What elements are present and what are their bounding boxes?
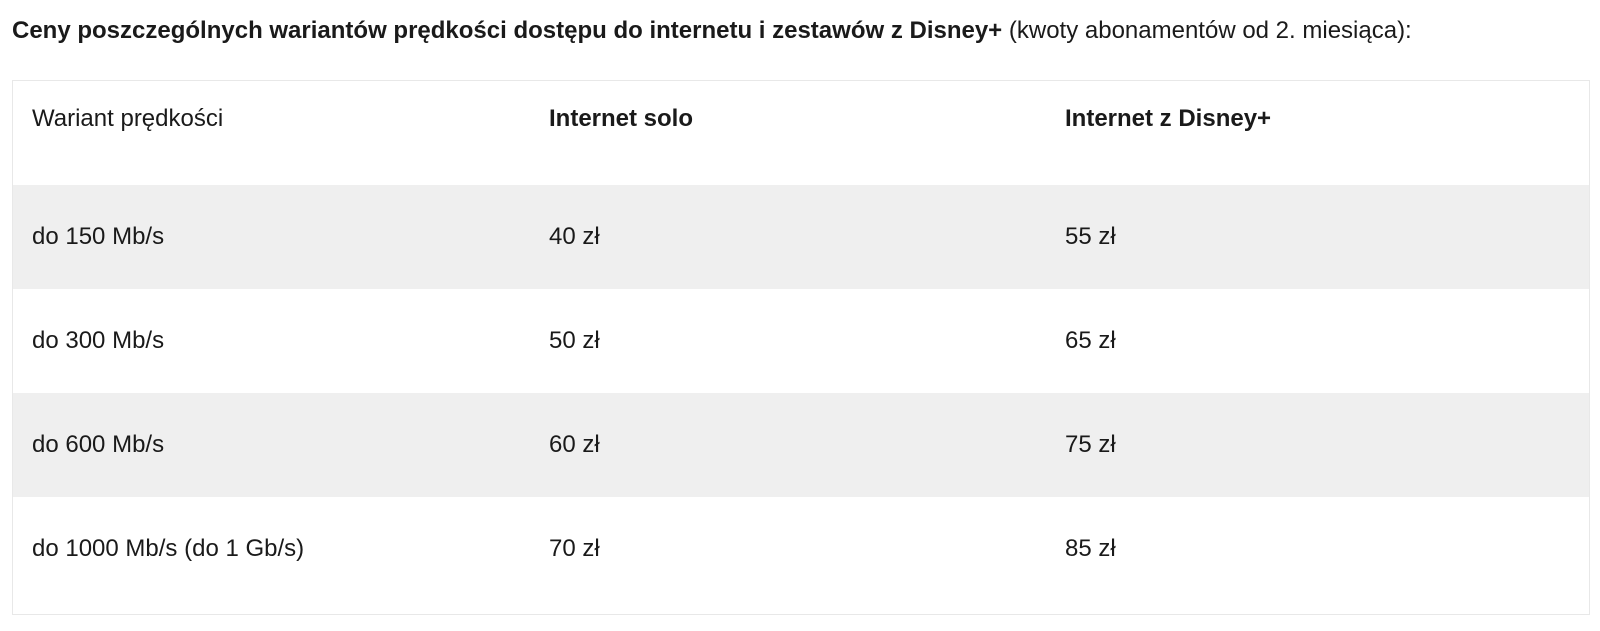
header-cell-internet-disney: Internet z Disney+	[1065, 105, 1272, 132]
cell-speed: do 150 Mb/s	[32, 223, 165, 250]
cell-speed: do 1000 Mb/s (do 1 Gb/s)	[32, 535, 305, 562]
table-row: do 150 Mb/s 40 zł 55 zł	[13, 185, 1589, 289]
cell-price-solo: 40 zł	[549, 223, 600, 250]
cell-price-solo: 70 zł	[549, 535, 600, 562]
header-cell-internet-solo: Internet solo	[549, 105, 694, 132]
cell-price-disney: 65 zł	[1065, 327, 1116, 354]
cell-price-disney: 85 zł	[1065, 535, 1116, 562]
table-row: do 600 Mb/s 60 zł 75 zł	[13, 393, 1589, 497]
table-row: do 300 Mb/s 50 zł 65 zł	[13, 289, 1589, 393]
cell-price-solo: 60 zł	[549, 431, 600, 458]
header-cell-speed: Wariant prędkości	[32, 105, 224, 132]
price-table: Wariant prędkości Internet solo Internet…	[12, 80, 1590, 615]
caption-title: Ceny poszczególnych wariantów prędkości …	[12, 17, 1003, 44]
cell-price-solo: 50 zł	[549, 327, 600, 354]
caption-note: (kwoty abonamentów od 2. miesiąca):	[1002, 17, 1412, 44]
cell-price-disney: 55 zł	[1065, 223, 1116, 250]
table-header-row: Wariant prędkości Internet solo Internet…	[13, 81, 1589, 185]
cell-speed: do 600 Mb/s	[32, 431, 165, 458]
cell-speed: do 300 Mb/s	[32, 327, 165, 354]
cell-price-disney: 75 zł	[1065, 431, 1116, 458]
table-row: do 1000 Mb/s (do 1 Gb/s) 70 zł 85 zł	[13, 497, 1589, 601]
table-caption: Ceny poszczególnych wariantów prędkości …	[12, 14, 1412, 48]
